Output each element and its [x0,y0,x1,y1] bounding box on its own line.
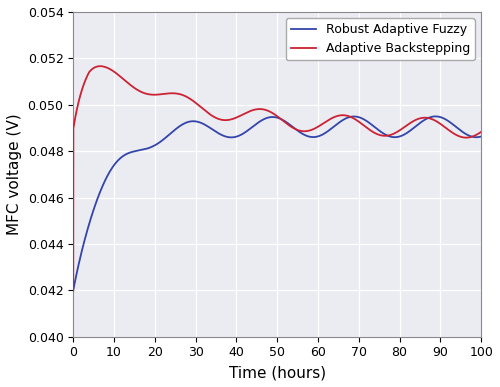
Robust Adaptive Fuzzy [70,288,76,293]
Line: Adaptive Backstepping: Adaptive Backstepping [73,66,481,290]
Robust Adaptive Fuzzy [470,135,476,139]
Adaptive Backstepping [98,64,103,68]
Robust Adaptive Fuzzy [244,128,250,133]
Adaptive Backstepping [141,91,147,95]
Robust Adaptive Fuzzy [141,147,147,152]
Adaptive Backstepping [244,110,250,115]
X-axis label: Time (hours): Time (hours) [228,365,326,380]
Robust Adaptive Fuzzy [226,135,232,140]
Robust Adaptive Fuzzy [426,115,432,120]
Adaptive Backstepping [227,117,233,122]
Adaptive Backstepping [426,116,432,121]
Adaptive Backstepping [70,288,76,293]
Adaptive Backstepping [478,130,484,134]
Y-axis label: MFC voltage (V): MFC voltage (V) [7,113,22,235]
Adaptive Backstepping [117,74,123,79]
Adaptive Backstepping [470,134,476,139]
Robust Adaptive Fuzzy [116,156,122,161]
Line: Robust Adaptive Fuzzy: Robust Adaptive Fuzzy [73,116,481,290]
Robust Adaptive Fuzzy [432,114,438,119]
Robust Adaptive Fuzzy [478,134,484,139]
Legend: Robust Adaptive Fuzzy, Adaptive Backstepping: Robust Adaptive Fuzzy, Adaptive Backstep… [286,18,475,60]
